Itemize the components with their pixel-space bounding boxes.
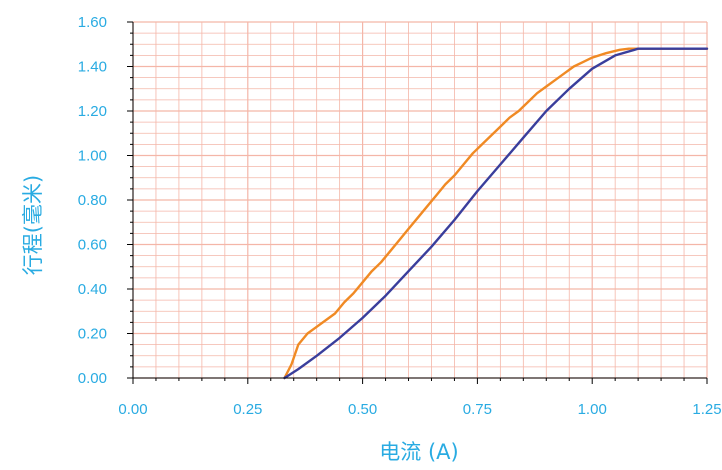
x-tick-label: 0.00 — [118, 401, 147, 418]
y-tick-label: 0.40 — [78, 281, 107, 298]
x-tick-label: 0.75 — [463, 401, 492, 418]
major-grid — [132, 21, 708, 379]
y-tick-label: 1.00 — [78, 148, 107, 165]
ticks — [127, 21, 708, 384]
x-tick-label: 1.25 — [692, 401, 721, 418]
x-axis-title: 电流 (A) — [379, 440, 458, 464]
y-tick-label: 1.40 — [78, 59, 107, 76]
x-tick-label: 0.25 — [233, 401, 262, 418]
y-tick-label: 0.60 — [78, 237, 107, 254]
series-line-2 — [283, 47, 709, 380]
series-line-1 — [283, 47, 709, 380]
y-tick-label: 0.20 — [78, 326, 107, 343]
y-tick-label: 1.20 — [78, 103, 107, 120]
x-tick-label: 0.50 — [348, 401, 377, 418]
y-tick-label: 0.00 — [78, 370, 107, 387]
series-layer — [283, 47, 709, 380]
x-tick-label: 1.00 — [578, 401, 607, 418]
y-tick-label: 1.60 — [78, 14, 107, 31]
tick-labels: 0.00 0.25 0.50 0.75 1.00 1.25 0.00 0.20 0.40 0.60… — [78, 14, 722, 418]
y-axis-title: 行程(毫米) — [21, 175, 45, 275]
y-tick-label: 0.80 — [78, 192, 107, 209]
